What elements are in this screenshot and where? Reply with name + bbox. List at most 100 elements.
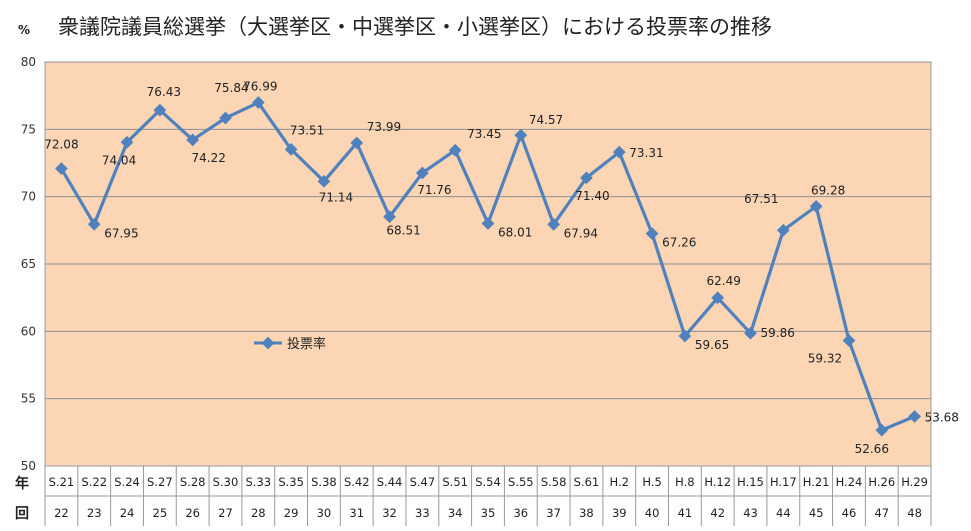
round-cell: 48 — [907, 506, 922, 520]
y-tick-label: 60 — [21, 324, 36, 338]
round-cell: 38 — [579, 506, 594, 520]
year-cell: H.8 — [675, 475, 694, 489]
y-tick-label: 55 — [21, 392, 36, 406]
year-cell: S.58 — [541, 475, 567, 489]
legend-label: 投票率 — [287, 336, 326, 352]
year-cell: S.42 — [344, 475, 370, 489]
round-cell: 25 — [153, 506, 168, 520]
year-cell: S.35 — [278, 475, 304, 489]
data-point — [55, 162, 68, 176]
data-point — [120, 135, 134, 149]
year-cell: S.55 — [508, 475, 534, 489]
data-label: 73.45 — [467, 127, 501, 141]
round-cell: 27 — [218, 506, 233, 520]
year-cell: H.12 — [704, 475, 731, 489]
y-tick-label: 65 — [21, 257, 36, 271]
data-point — [416, 166, 429, 180]
round-cell: 43 — [743, 506, 758, 520]
data-label: 62.49 — [707, 274, 741, 288]
data-label: 71.76 — [417, 183, 451, 197]
data-label: 71.40 — [575, 189, 609, 203]
round-cell: 44 — [776, 506, 791, 520]
year-cell: S.44 — [377, 475, 403, 489]
legend-diamond-marker — [261, 336, 275, 350]
year-cell: S.22 — [81, 475, 107, 489]
year-cell: S.51 — [442, 475, 468, 489]
year-cell: H.2 — [610, 475, 629, 489]
round-cell: 47 — [874, 506, 889, 520]
year-cell: S.21 — [49, 475, 75, 489]
data-point — [153, 103, 167, 117]
data-label: 74.04 — [102, 153, 136, 167]
round-cell: 39 — [612, 506, 627, 520]
year-cell: S.24 — [114, 475, 140, 489]
row-header-year: 年 — [15, 475, 29, 492]
round-cell: 37 — [546, 506, 561, 520]
data-label: 75.84 — [214, 81, 248, 95]
round-cell: 23 — [87, 506, 102, 520]
data-label: 71.14 — [319, 190, 353, 204]
round-cell: 31 — [349, 506, 364, 520]
year-cell: H.29 — [901, 475, 928, 489]
round-cell: 32 — [382, 506, 397, 520]
round-cell: 45 — [809, 506, 824, 520]
y-tick-label: 75 — [21, 122, 36, 136]
data-label: 67.95 — [104, 226, 138, 240]
data-label: 73.31 — [629, 146, 663, 160]
data-label: 59.65 — [695, 338, 729, 352]
year-cell: H.21 — [803, 475, 830, 489]
data-label: 76.43 — [147, 85, 181, 99]
year-cell: S.61 — [574, 475, 600, 489]
round-cell: 36 — [513, 506, 528, 520]
data-label: 73.99 — [367, 120, 401, 134]
year-cell: H.24 — [836, 475, 863, 489]
data-label: 67.51 — [744, 192, 778, 206]
data-label: 59.86 — [761, 326, 795, 340]
round-cell: 24 — [120, 506, 135, 520]
y-tick-label: 70 — [21, 190, 36, 204]
year-cell: H.15 — [737, 475, 764, 489]
round-cell: 34 — [448, 506, 463, 520]
round-cell: 41 — [678, 506, 693, 520]
year-cell: H.17 — [770, 475, 797, 489]
data-label: 67.94 — [564, 226, 598, 240]
row-header-round: 回 — [15, 506, 29, 522]
round-cell: 26 — [185, 506, 200, 520]
data-point — [317, 174, 331, 188]
round-cell: 28 — [251, 506, 266, 520]
round-cell: 29 — [284, 506, 299, 520]
data-point — [87, 217, 101, 231]
year-cell: S.30 — [213, 475, 239, 489]
data-label: 74.22 — [191, 151, 225, 165]
legend: 投票率 — [254, 336, 326, 352]
y-tick-label: 50 — [21, 459, 36, 473]
data-label: 72.08 — [44, 138, 78, 152]
year-cell: S.27 — [147, 475, 173, 489]
data-label: 69.28 — [811, 183, 845, 197]
year-cell: S.33 — [245, 475, 271, 489]
data-label: 53.68 — [925, 410, 959, 424]
data-label: 52.66 — [855, 442, 889, 456]
chart-title: 衆議院議員総選挙（大選挙区・中選挙区・小選挙区）における投票率の推移 — [58, 15, 772, 39]
round-cell: 30 — [317, 506, 332, 520]
round-cell: 33 — [415, 506, 430, 520]
data-label: 67.26 — [662, 236, 696, 250]
round-cell: 22 — [54, 506, 69, 520]
data-point — [284, 143, 298, 156]
year-cell: H.26 — [868, 475, 895, 489]
data-label: 68.01 — [498, 225, 532, 239]
year-cell: S.38 — [311, 475, 337, 489]
data-point — [219, 111, 232, 125]
round-cell: 40 — [645, 506, 660, 520]
y-tick-label: 80 — [21, 55, 36, 69]
unit-label: % — [18, 23, 30, 37]
round-cell: 42 — [710, 506, 725, 520]
round-cell: 35 — [481, 506, 496, 520]
data-point — [350, 136, 364, 150]
data-point — [448, 143, 462, 157]
data-point — [251, 96, 265, 109]
data-label: 73.51 — [290, 123, 324, 137]
year-cell: S.47 — [410, 475, 436, 489]
data-label: 68.51 — [386, 224, 420, 238]
